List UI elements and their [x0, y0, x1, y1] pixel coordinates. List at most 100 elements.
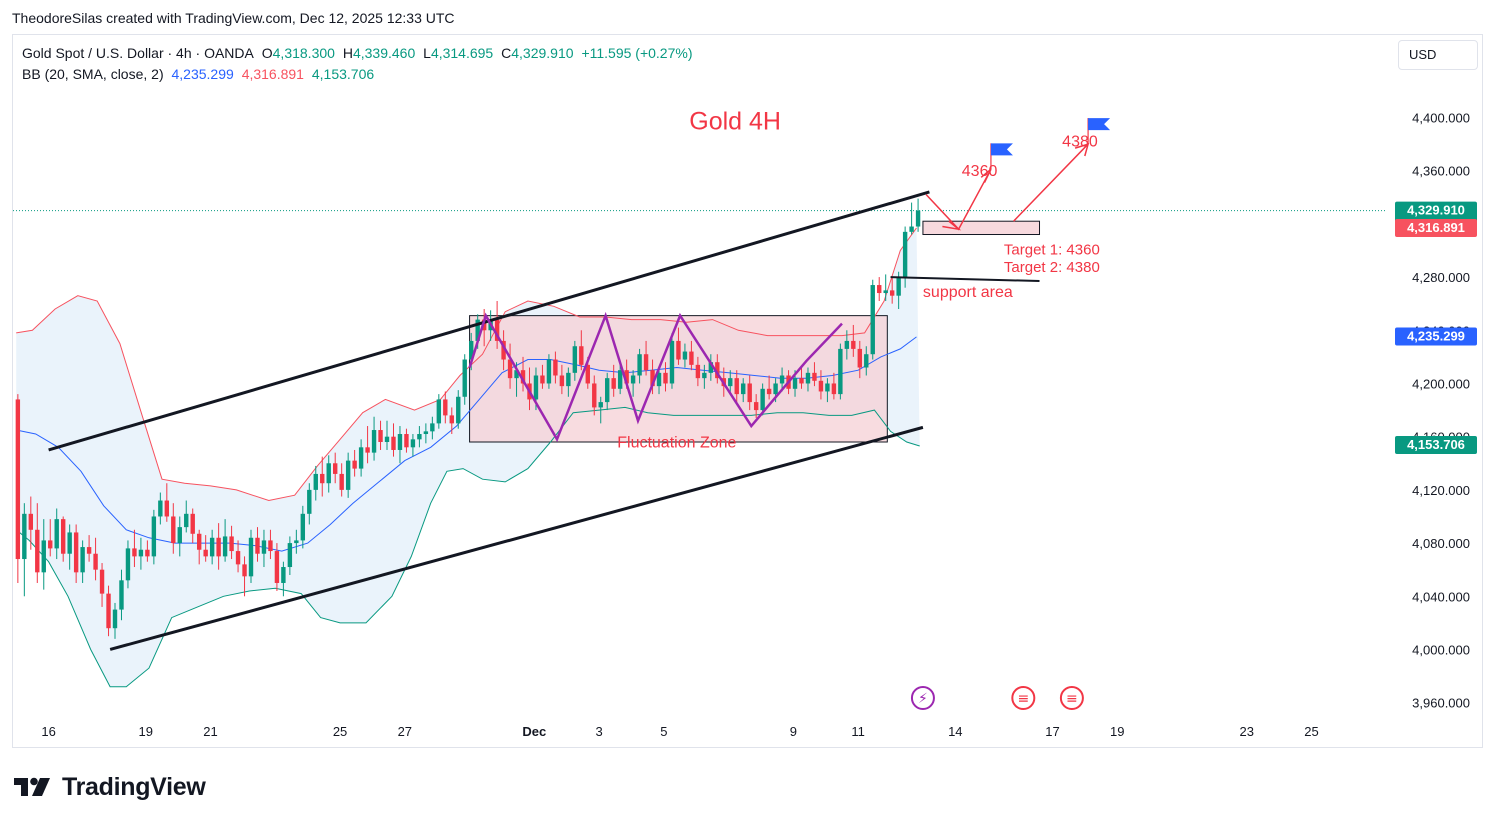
support-line: [890, 276, 1040, 283]
candle-body: [125, 548, 131, 581]
candle-body: [676, 340, 681, 360]
candle-body: [747, 383, 752, 403]
x-tick-label: 19: [139, 724, 153, 739]
candle-body: [546, 359, 552, 384]
candle-body: [779, 375, 785, 384]
bb-band-fill: [16, 227, 920, 687]
x-tick-label: 11: [851, 724, 865, 739]
close-value: C4,329.910: [501, 45, 574, 61]
us-event-icon-glyph: ≡: [1017, 691, 1029, 707]
tradingview-logo-icon: [14, 777, 50, 796]
candle-body: [339, 473, 344, 490]
forecast-arrowhead-1: [942, 220, 962, 231]
candle-body: [598, 402, 603, 408]
candle-body: [320, 473, 325, 484]
candle-body: [883, 290, 888, 294]
candle-body: [203, 549, 208, 557]
symbol-name[interactable]: Gold Spot / U.S. Dollar · 4h · OANDA: [22, 45, 254, 61]
x-tick-label: 27: [398, 724, 412, 739]
price-axis-value: 4,153.706: [1407, 437, 1465, 452]
candle-body: [689, 351, 694, 365]
candle-body: [93, 553, 98, 570]
indicator-legend[interactable]: BB (20, SMA, close, 2) 4,235.299 4,316.8…: [22, 66, 378, 82]
candle-body: [760, 388, 765, 411]
candle-body: [812, 372, 817, 381]
candle-body: [443, 399, 448, 416]
candle-body: [145, 549, 150, 557]
candle-body: [177, 527, 182, 544]
x-tick-label: 9: [790, 724, 797, 739]
candle-body: [851, 340, 856, 349]
x-tick-label: 14: [948, 724, 962, 739]
currency-button[interactable]: USD: [1398, 40, 1478, 70]
candle-body: [73, 532, 79, 573]
candle-body: [196, 533, 202, 550]
price-axis-label: [1395, 219, 1477, 238]
y-tick-label: 4,360.000: [1412, 164, 1470, 179]
candle-body: [475, 319, 480, 341]
candle-body: [857, 348, 862, 368]
candle-body: [313, 473, 318, 490]
target-flag-icon: [1088, 118, 1111, 131]
candle-body: [307, 489, 312, 514]
candle-body: [501, 340, 506, 360]
candle-body: [630, 375, 636, 384]
candle-body: [831, 383, 837, 395]
target-zone-box: [922, 220, 1041, 236]
candle-body: [287, 543, 293, 568]
y-tick-label: 3,960.000: [1412, 696, 1470, 711]
candle-body: [805, 372, 811, 384]
candle-body: [592, 383, 597, 408]
candle-body: [663, 372, 668, 384]
candle-body: [617, 370, 623, 389]
candle-body: [430, 423, 435, 432]
candle-body: [825, 383, 830, 392]
x-tick-label: 5: [660, 724, 667, 739]
pattern-zigzag: [468, 311, 843, 443]
candle-body: [611, 378, 616, 389]
candle-body: [889, 290, 895, 296]
symbol-legend[interactable]: Gold Spot / U.S. Dollar · 4h · OANDA O4,…: [22, 45, 696, 61]
candle-body: [138, 549, 144, 557]
candle-body: [753, 402, 759, 411]
tradingview-logo[interactable]: TradingView: [14, 772, 206, 802]
candle-body: [119, 580, 124, 610]
candle-body: [605, 378, 610, 403]
candle-body: [333, 463, 338, 474]
candle-body: [164, 500, 170, 517]
candle-body: [15, 399, 21, 560]
candle-body: [520, 370, 526, 384]
candle-body: [553, 359, 558, 376]
x-tick-label: 25: [333, 724, 347, 739]
bb-label[interactable]: BB (20, SMA, close, 2): [22, 66, 164, 82]
x-tick-label: 3: [595, 724, 602, 739]
chart-title: Gold 4H: [689, 107, 781, 135]
candle-body: [423, 431, 429, 435]
candle-body: [106, 593, 111, 629]
candle-body: [728, 378, 733, 387]
x-tick-label: 16: [41, 724, 55, 739]
candle-body: [48, 540, 53, 549]
candle-body: [300, 513, 306, 541]
price-axis-label: [1395, 327, 1477, 346]
candle-body: [915, 210, 921, 227]
candle-body: [248, 537, 254, 577]
candle-body: [585, 364, 590, 384]
candle-body: [229, 536, 234, 552]
us-event-icon-glyph: ≡: [1066, 691, 1078, 707]
candle-body: [99, 569, 105, 594]
candle-body: [255, 537, 260, 554]
candle-body: [708, 362, 714, 373]
candle-body: [799, 378, 804, 384]
candle-body: [637, 354, 642, 376]
open-value: O4,318.300: [261, 45, 335, 61]
candle-body: [650, 370, 655, 387]
candle-body: [67, 532, 72, 554]
candle-body: [436, 399, 442, 424]
candle-body: [371, 430, 377, 453]
candle-body: [507, 359, 513, 379]
candle-body: [741, 383, 746, 395]
chart-pane[interactable]: [12, 34, 1483, 748]
brand-name: TradingView: [62, 772, 206, 801]
dividend-event-icon-glyph: ⚡: [918, 691, 928, 707]
